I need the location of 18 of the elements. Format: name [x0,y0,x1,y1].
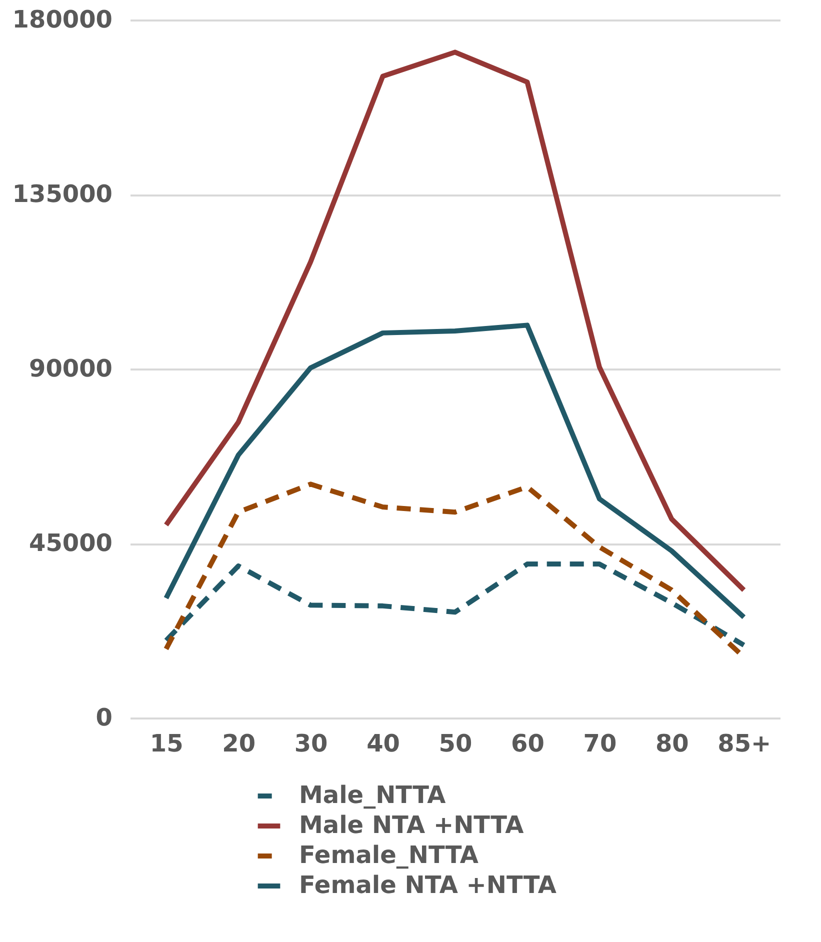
x-tick-label: 70 [583,730,617,758]
y-tick-label: 90000 [29,354,112,382]
x-tick-label: 20 [222,730,256,758]
x-tick-label: 85+ [718,730,772,758]
x-tick-label: 60 [511,730,544,758]
x-tick-label: 30 [294,730,328,758]
legend-label: Male NTA +NTTA [299,811,524,839]
y-tick-label: 135000 [12,180,112,208]
y-tick-label: 180000 [12,6,112,34]
y-tick-label: 45000 [29,529,112,557]
x-tick-label: 15 [150,730,184,758]
y-tick-label: 0 [96,704,112,732]
legend-label: Female_NTTA [299,841,479,869]
legend-label: Male_NTTA [299,781,446,809]
x-tick-label: 80 [655,730,689,758]
legend-label: Female NTA +NTTA [299,871,557,899]
x-tick-label: 40 [366,730,400,758]
x-tick-label: 50 [438,730,472,758]
